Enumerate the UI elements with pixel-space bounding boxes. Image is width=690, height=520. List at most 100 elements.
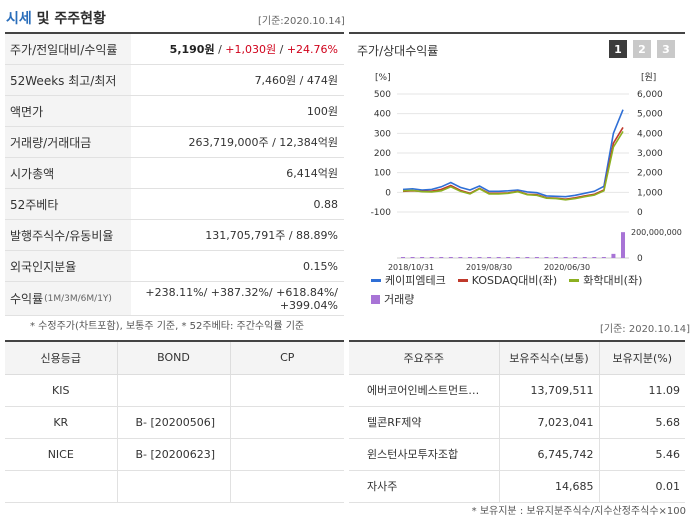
volume-bar (601, 257, 606, 258)
row-label: 거래량/거래대금 (5, 127, 131, 157)
row-value: 6,414억원 (286, 167, 338, 180)
series-line (402, 109, 624, 198)
left-tick-label: 300 (374, 129, 391, 139)
volume-bar (611, 253, 616, 258)
volume-bar (573, 257, 578, 258)
volume-bar (563, 257, 568, 258)
agency-cell: KR (5, 406, 117, 439)
legend-row: 거래량 (371, 291, 654, 307)
table-row: 자사주 14,685 0.01 (349, 470, 685, 503)
price-row-marketcap: 시가총액 6,414억원 (5, 158, 344, 189)
legend-swatch (371, 294, 380, 304)
volume-tick-label: 0 (637, 254, 643, 264)
left-tick-label: 100 (374, 169, 391, 179)
credit-rating-table: 신용등급 BOND CP KIS KR B- [20200506] NICE B… (5, 340, 344, 503)
table-row: 윈스턴사모투자조합 6,745,742 5.46 (349, 438, 685, 471)
cp-cell (229, 406, 344, 439)
legend-swatch (371, 278, 381, 282)
holder-pct: 5.46 (598, 438, 685, 471)
table-header-row: 신용등급 BOND CP (5, 341, 344, 375)
bond-cell: B- [20200623] (116, 438, 230, 471)
right-tick-label: 5,000 (637, 110, 663, 120)
legend-label: 케이피엠테크 (385, 274, 446, 287)
returns-line-2: +399.04% (279, 298, 338, 312)
chart-date: [기준: 2020.10.14] (600, 324, 690, 335)
legend-label: 거래량 (384, 293, 415, 306)
row-value: 5,190원 / +1,030원 / +24.76% (131, 41, 344, 57)
cp-cell (229, 470, 344, 503)
legend-item-stock: 케이피엠테크 (371, 272, 446, 288)
chart-tab-3[interactable]: 3 (657, 40, 675, 58)
price-note: * 수정주가(차트포함), 보통주 기준, * 52주베타: 주간수익률 기준 (30, 321, 305, 332)
holder-note: * 보유지분 : 보유지분주식수/지수산정주식수×100 (471, 506, 686, 517)
volume-bar (458, 257, 463, 258)
volume-bar (401, 257, 405, 258)
left-tick-label: 200 (374, 149, 391, 159)
row-label: 수익률 (1M/3M/6M/1Y) (5, 282, 131, 315)
table-row: KR B- [20200506] (5, 406, 344, 439)
volume-bar (506, 257, 511, 258)
series-line (402, 130, 624, 201)
volume-bar (592, 257, 597, 258)
legend-swatch (569, 278, 580, 282)
left-tick-label: 0 (385, 188, 391, 198)
volume-bar (448, 257, 453, 258)
bond-cell (116, 470, 230, 503)
returns-line-1: +238.11%/ +387.32%/ +618.84%/ (145, 285, 338, 299)
right-tick-label: 2,000 (637, 169, 663, 179)
bond-cell: B- [20200506] (116, 406, 230, 439)
right-tick-label: 6,000 (637, 90, 663, 100)
price-chart: [%] [원] 500 400 300 200 100 0 -100 6,000 5,000 4,00… (371, 72, 682, 272)
volume-bar (515, 257, 520, 258)
x-tick-label: 2018/10/31 (388, 263, 434, 272)
row-label: 시가총액 (5, 158, 131, 188)
holder-pct: 5.68 (598, 406, 685, 439)
section-title-accent: 시세 (6, 11, 32, 27)
table-row (5, 470, 344, 503)
row-value: 7,460원 / 474원 (254, 74, 338, 87)
volume-bar (544, 257, 549, 258)
price-row-beta: 52주베타 0.88 (5, 189, 344, 220)
row-label: 외국인지분율 (5, 251, 131, 281)
table-header-row: 주요주주 보유주식수(보통) 보유지분(%) (349, 341, 685, 375)
right-tick-label: 1,000 (637, 188, 663, 198)
right-tick-label: 0 (637, 208, 643, 218)
chart-title: 주가/상대수익률 (357, 44, 439, 58)
legend-swatch (457, 278, 468, 282)
holder-shares: 13,709,511 (498, 374, 599, 407)
holder-name: 자사주 (349, 470, 499, 503)
table-row: KIS (5, 374, 344, 407)
legend-item-chemical: 화학대비(좌) (569, 272, 642, 288)
left-tick-label: 500 (374, 90, 391, 100)
column-header: 보유지분(%) (598, 341, 685, 375)
volume-bar (525, 257, 530, 258)
row-label: 52Weeks 최고/최저 (5, 65, 131, 95)
chart-tabs: 1 2 3 (609, 40, 675, 58)
price-row-foreign: 외국인지분율 0.15% (5, 251, 344, 282)
volume-bar (487, 257, 492, 258)
row-value: 131,705,791주 / 88.89% (205, 229, 338, 242)
table-row: 에버코어인베스트먼트… 13,709,511 11.09 (349, 374, 685, 407)
chart-tab-1[interactable]: 1 (609, 40, 627, 58)
volume-bar (439, 257, 444, 258)
returns-label-period: (1M/3M/6M/1Y) (44, 293, 112, 304)
price-row-52weeks: 52Weeks 최고/최저 7,460원 / 474원 (5, 65, 344, 96)
agency-cell: KIS (5, 374, 117, 407)
section-title: 시세 및 주주현황 (6, 8, 106, 28)
holder-pct: 0.01 (598, 470, 685, 503)
legend-item-volume: 거래량 (371, 291, 414, 307)
agency-cell (5, 470, 117, 503)
holder-name: 윈스턴사모투자조합 (349, 438, 499, 471)
chart-tab-2[interactable]: 2 (633, 40, 651, 58)
volume-bar (582, 257, 587, 258)
bond-cell (116, 374, 230, 407)
legend-label: 화학대비(좌) (583, 274, 643, 287)
price-row-returns: 수익률 (1M/3M/6M/1Y) +238.11%/ +387.32%/ +61… (5, 282, 344, 316)
agency-cell: NICE (5, 438, 117, 471)
volume-tick-label: 200,000,000 (631, 228, 682, 237)
legend-item-kosdaq: KOSDAQ대비(좌) (457, 272, 558, 288)
legend-label: KOSDAQ대비(좌) (471, 274, 558, 287)
holder-shares: 6,745,742 (498, 438, 599, 471)
holder-name[interactable]: 에버코어인베스트먼트… (349, 374, 499, 407)
holder-shares: 7,023,041 (498, 406, 599, 439)
